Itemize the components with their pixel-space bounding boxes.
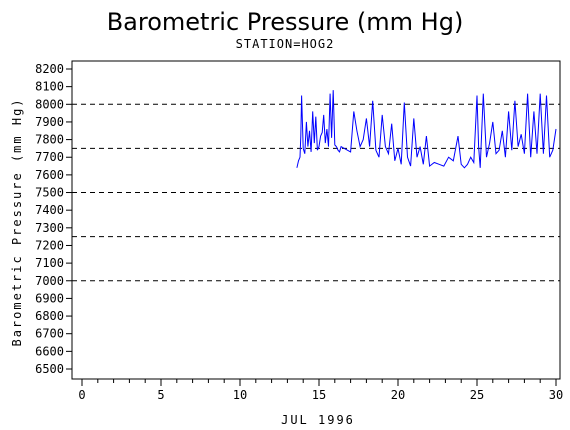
y-tick-label: 8100: [35, 80, 64, 94]
x-axis-label: JUL 1996: [281, 413, 355, 427]
y-tick-label: 7100: [35, 256, 64, 270]
series: [296, 90, 557, 169]
y-tick-label: 7400: [35, 203, 64, 217]
x-tick-label: 25: [470, 388, 484, 402]
y-tick-label: 6900: [35, 291, 64, 305]
y-tick-label: 7000: [35, 274, 64, 288]
y-tick-label: 7200: [35, 238, 64, 252]
plot-frame: [71, 60, 561, 380]
y-axis: 6500 6600 6700 6800 6900 7000 7100 7200 7300 7400…: [35, 62, 72, 376]
y-tick-label: 7700: [35, 150, 64, 164]
y-tick-label: 7900: [35, 115, 64, 129]
y-tick-label: 6500: [35, 362, 64, 376]
chart-subtitle: STATION=HOG2: [236, 37, 335, 51]
y-axis-label: Barometric Pressure (mm Hg): [10, 97, 24, 346]
y-tick-label: 7800: [35, 133, 64, 147]
x-tick-label: 0: [78, 388, 85, 402]
y-tick-label: 7600: [35, 168, 64, 182]
y-tick-label: 6800: [35, 309, 64, 323]
y-tick-label: 7500: [35, 186, 64, 200]
y-tick-label: 6600: [35, 344, 64, 358]
y-tick-label: 7300: [35, 221, 64, 235]
y-tick-label: 8200: [35, 62, 64, 76]
x-tick-label: 15: [312, 388, 326, 402]
y-tick-label: 8000: [35, 97, 64, 111]
chart-title: Barometric Pressure (mm Hg): [107, 8, 464, 36]
x-tick-label: 5: [157, 388, 164, 402]
x-axis: 0 5 10 15 20 25 30: [78, 379, 563, 402]
x-tick-label: 20: [391, 388, 405, 402]
x-tick-label: 10: [233, 388, 247, 402]
x-tick-label: 30: [549, 388, 563, 402]
y-tick-label: 6700: [35, 327, 64, 341]
series-line: [296, 90, 557, 169]
